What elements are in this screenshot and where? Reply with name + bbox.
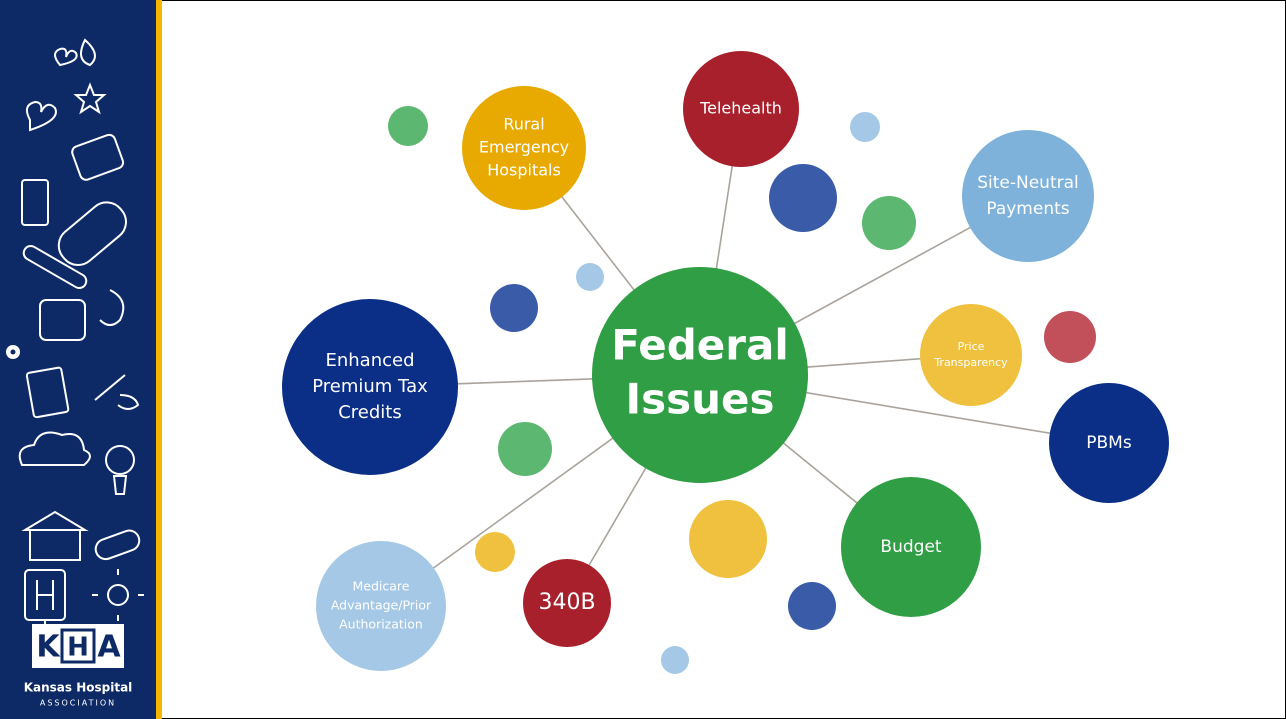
node-label: 340B <box>538 590 595 615</box>
issue-node <box>282 299 458 475</box>
node-label: Issues <box>625 375 774 424</box>
logo-letter: K <box>36 630 61 665</box>
sidebar <box>0 0 156 719</box>
sidebar-doodles <box>6 38 144 645</box>
node-label: Telehealth <box>699 99 782 118</box>
decor-dots <box>388 106 1096 674</box>
node-label: Payments <box>986 199 1069 219</box>
node-label: Emergency <box>479 138 569 157</box>
logo: K H A Kansas Hospital ASSOCIATION <box>24 624 133 708</box>
node-label: Credits <box>338 402 402 423</box>
issue-node <box>316 541 446 671</box>
node-label: Federal <box>611 321 788 370</box>
issue-node <box>920 304 1022 406</box>
node-label: Medicare <box>353 579 410 594</box>
node-label: Authorization <box>339 617 423 632</box>
center-node <box>592 267 808 483</box>
node-label: Rural <box>503 115 544 134</box>
node-label: PBMs <box>1086 433 1132 453</box>
issue-node <box>1049 383 1169 503</box>
logo-name: Kansas Hospital <box>24 681 133 695</box>
issue-node <box>841 477 981 617</box>
issue-node <box>962 130 1094 262</box>
sidebar-stripe <box>156 0 162 719</box>
issue-node <box>462 86 586 210</box>
node-label: Transparency <box>933 356 1008 369</box>
nodes: Federal Issues Rural Emergency Hospitals Tele… <box>282 51 1169 671</box>
issue-node <box>523 559 611 647</box>
logo-box <box>60 628 96 664</box>
logo-subname: ASSOCIATION <box>40 699 116 708</box>
issue-node <box>683 51 799 167</box>
logo-letter: H <box>67 633 89 663</box>
node-label: Advantage/Prior <box>331 598 432 613</box>
node-label: Premium Tax <box>312 376 428 397</box>
node-label: Budget <box>880 537 941 557</box>
node-label: Price <box>958 340 985 353</box>
node-label: Enhanced <box>325 350 414 371</box>
node-label: Site-Neutral <box>977 173 1079 193</box>
node-label: Hospitals <box>487 161 561 180</box>
logo-letter: A <box>97 630 121 665</box>
